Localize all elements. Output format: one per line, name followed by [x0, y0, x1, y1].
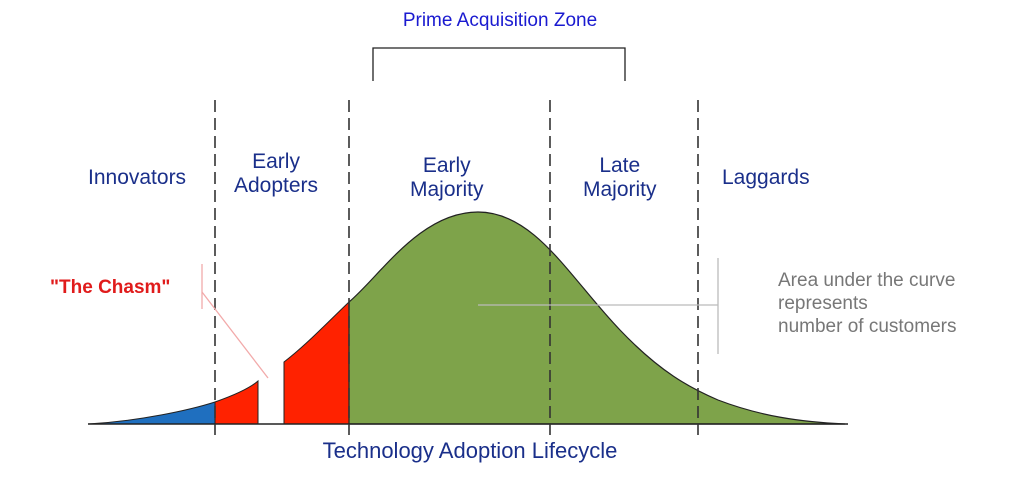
diagram-caption: Technology Adoption Lifecycle	[322, 438, 618, 463]
chasm-label: "The Chasm"	[50, 277, 171, 298]
area-note: Area under the curve represents number o…	[778, 270, 957, 337]
innovators-area	[87, 401, 216, 425]
segment-label-laggards: Laggards	[722, 166, 810, 189]
early-adopters-area-right	[283, 300, 350, 425]
acquisition-zone-bracket	[372, 47, 626, 81]
majority-laggards-area	[348, 211, 846, 425]
segment-label-early-adopters: Early Adopters	[234, 150, 319, 198]
chasm-pointer-line	[201, 291, 269, 379]
segment-label-early-majority: Early Majority	[410, 154, 484, 202]
segment-label-innovators: Innovators	[88, 166, 187, 189]
acquisition-zone-title: Prime Acquisition Zone	[402, 10, 598, 31]
segment-label-late-majority: Late Majority	[583, 154, 657, 202]
early-adopters-area-left	[214, 379, 259, 425]
